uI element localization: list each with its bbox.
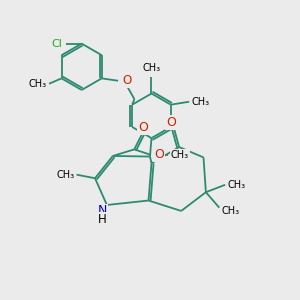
- Text: CH₃: CH₃: [171, 150, 189, 160]
- Text: CH₃: CH₃: [56, 170, 74, 180]
- Text: O: O: [122, 74, 131, 87]
- Text: CH₃: CH₃: [142, 63, 160, 73]
- Text: O: O: [154, 148, 164, 161]
- Text: H: H: [98, 213, 107, 226]
- Text: N: N: [98, 204, 107, 218]
- Text: CH₃: CH₃: [28, 79, 47, 89]
- Text: O: O: [138, 121, 148, 134]
- Text: Cl: Cl: [52, 39, 63, 49]
- Text: CH₃: CH₃: [222, 206, 240, 216]
- Text: CH₃: CH₃: [228, 180, 246, 190]
- Text: O: O: [166, 116, 176, 129]
- Text: CH₃: CH₃: [192, 97, 210, 107]
